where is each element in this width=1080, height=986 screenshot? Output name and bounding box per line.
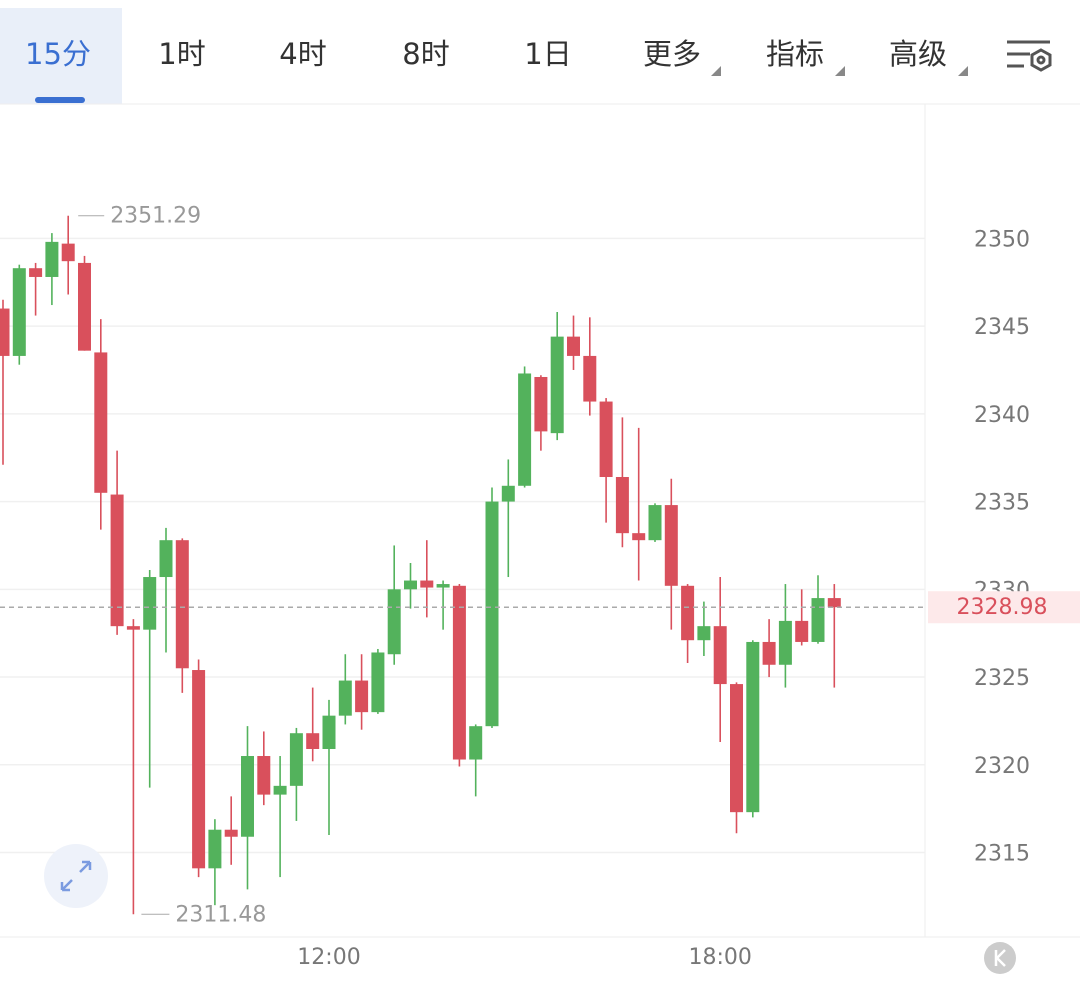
y-tick-label: 2335: [974, 491, 1030, 516]
caret: [835, 66, 845, 76]
candle-body: [762, 641, 776, 665]
last-price-label: 2328.98: [957, 595, 1048, 620]
candle-body: [501, 485, 515, 502]
candle-body: [550, 336, 564, 434]
candle-body: [110, 494, 124, 627]
candle-body: [371, 652, 385, 713]
candle-body: [338, 680, 352, 716]
candle-body: [208, 829, 222, 869]
tab[interactable]: 4时: [279, 37, 326, 71]
k-icon: [994, 949, 1006, 967]
candle-body: [289, 733, 303, 786]
y-tick-label: 2325: [974, 666, 1030, 691]
candle-body: [420, 580, 434, 588]
candle-body: [583, 355, 597, 402]
candle-body: [681, 585, 695, 641]
candle-body: [45, 241, 59, 277]
candle-body: [811, 598, 825, 642]
active-tab-underline: [35, 97, 85, 103]
candle-body: [306, 733, 320, 749]
expand-icon: [60, 860, 92, 892]
tab[interactable]: 1时: [158, 37, 205, 71]
candle-body: [143, 577, 157, 630]
tab[interactable]: 1日: [524, 37, 571, 71]
candle-body: [322, 715, 336, 749]
candle-body: [159, 540, 173, 578]
candle-body: [697, 626, 711, 641]
candle-body: [615, 477, 629, 534]
active-tab-bg: [0, 8, 122, 104]
candle-body: [12, 268, 26, 356]
candle-body: [387, 589, 401, 655]
candle-body: [404, 580, 417, 590]
candle-body: [224, 829, 238, 837]
candle-body: [632, 533, 646, 541]
candle-body: [78, 262, 91, 351]
max-label: 2351.29: [110, 204, 201, 229]
last-price-box: [928, 591, 1080, 624]
candle-body: [257, 756, 271, 795]
candle-body: [175, 540, 189, 669]
candle-body: [436, 584, 450, 588]
candle-body: [485, 501, 499, 727]
candle-body: [94, 352, 108, 493]
candle-body: [713, 626, 727, 685]
candle-body: [241, 756, 254, 837]
candle-body: [469, 726, 483, 760]
candle-body: [355, 680, 369, 713]
candle-body: [648, 505, 662, 541]
caret: [711, 66, 721, 76]
candle-body: [126, 626, 140, 630]
candle-body: [730, 684, 743, 813]
candle-body: [518, 373, 532, 486]
candle-body: [599, 401, 613, 478]
candle-body: [534, 376, 548, 432]
candle-body: [567, 336, 580, 356]
y-tick-label: 2345: [974, 315, 1030, 340]
y-tick-label: 2315: [974, 842, 1030, 867]
tab[interactable]: 更多: [643, 37, 701, 71]
x-tick-label: 18:00: [688, 945, 751, 970]
y-tick-label: 2350: [974, 227, 1030, 252]
candle-body: [827, 598, 841, 608]
candle-body: [0, 308, 10, 356]
candle-body: [795, 620, 809, 642]
candle-body: [746, 641, 760, 813]
candle-body: [273, 785, 287, 795]
k-button[interactable]: [984, 942, 1016, 974]
expand-button[interactable]: [44, 844, 108, 908]
candle-body: [29, 268, 43, 277]
y-tick-label: 2340: [974, 403, 1030, 428]
min-label: 2311.48: [175, 902, 266, 927]
candle-body: [192, 670, 206, 869]
caret: [958, 66, 968, 76]
tab[interactable]: 指标: [766, 37, 824, 71]
tab[interactable]: 高级: [889, 37, 947, 71]
candle-body: [61, 243, 75, 262]
y-tick-label: 2320: [974, 754, 1030, 779]
settings-icon[interactable]: [1007, 40, 1052, 72]
tab[interactable]: 8时: [402, 37, 449, 71]
candle-body: [778, 620, 792, 665]
tab[interactable]: 15分: [25, 37, 91, 71]
candle-body: [664, 505, 678, 586]
x-tick-label: 12:00: [297, 945, 360, 970]
candle-body: [452, 585, 466, 760]
